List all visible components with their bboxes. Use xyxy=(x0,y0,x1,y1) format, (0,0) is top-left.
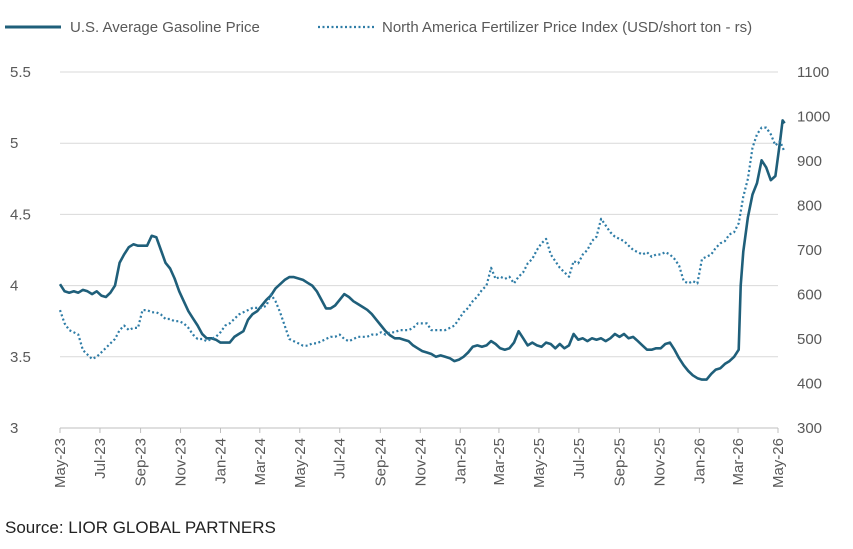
y-left-tick-label: 4 xyxy=(10,278,18,295)
y-right-tick-label: 700 xyxy=(797,242,822,259)
axis-layer: 3 3.5 4 4.5 5 5.5 300 400 500 600 700 800 900 1000 110… xyxy=(10,64,830,488)
y-left-tick-label: 3.5 xyxy=(10,349,31,366)
x-tick-label: Mar-24 xyxy=(252,438,269,486)
y-right-tick-label: 600 xyxy=(797,287,822,304)
y-left-tick-label: 5 xyxy=(10,135,18,152)
x-tick-label: Jul-23 xyxy=(92,438,109,479)
x-tick-label: Jan-26 xyxy=(691,438,708,484)
y-right-tick-label: 300 xyxy=(797,420,822,437)
x-tick-label: Nov-25 xyxy=(651,438,668,486)
x-tick-label: Jul-25 xyxy=(571,438,588,479)
y-right-tick-label: 800 xyxy=(797,198,822,215)
y-right-tick-label: 400 xyxy=(797,376,822,393)
x-tick-label: Nov-24 xyxy=(412,438,429,486)
x-tick-label: Jan-24 xyxy=(213,438,230,484)
y-right-tick-label: 1000 xyxy=(797,109,830,126)
y-left-tick-label: 5.5 xyxy=(10,64,31,81)
x-tick-label: Mar-25 xyxy=(491,438,508,486)
legend-label-fertilizer: North America Fertilizer Price Index (US… xyxy=(382,19,752,36)
y-left-tick-label: 3 xyxy=(10,420,18,437)
series-line-gasoline xyxy=(58,119,786,381)
x-tick-label: May-24 xyxy=(292,438,309,488)
y-left-tick-label: 4.5 xyxy=(10,206,31,223)
x-tick-label: Sep-24 xyxy=(372,438,389,486)
x-tick-label: Sep-25 xyxy=(611,438,628,486)
x-tick-label: Jul-24 xyxy=(332,438,349,479)
x-tick-label: May-23 xyxy=(52,438,69,488)
grid-layer xyxy=(60,71,778,358)
x-tick-label: Mar-26 xyxy=(730,438,747,486)
x-tick-label: Nov-23 xyxy=(173,438,190,486)
source-note: Source: LIOR GLOBAL PARTNERS xyxy=(5,518,276,537)
y-right-tick-label: 1100 xyxy=(797,64,829,81)
series-line-fertilizer xyxy=(58,126,786,361)
y-right-tick-label: 500 xyxy=(797,331,822,348)
legend: U.S. Average Gasoline Price North Americ… xyxy=(5,19,752,36)
x-tick-label: May-25 xyxy=(531,438,548,488)
x-tick-label: May-26 xyxy=(770,438,787,488)
series-layer xyxy=(58,119,786,381)
x-tick-label: Sep-23 xyxy=(133,438,150,486)
x-tick-label: Jan-25 xyxy=(452,438,469,484)
legend-label-gasoline: U.S. Average Gasoline Price xyxy=(70,19,260,36)
y-right-tick-label: 900 xyxy=(797,153,822,170)
